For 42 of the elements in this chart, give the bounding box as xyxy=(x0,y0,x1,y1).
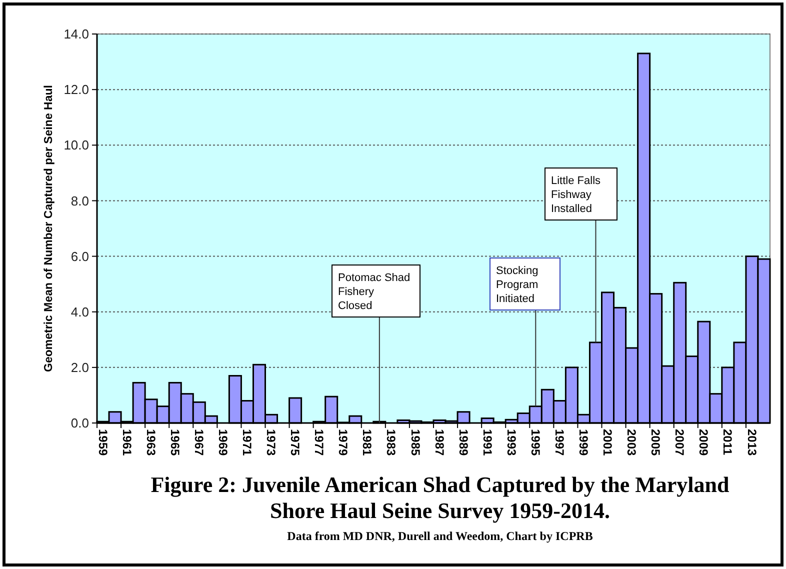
x-tick-label: 1967 xyxy=(192,429,206,456)
y-tick-label: 6.0 xyxy=(70,248,89,264)
x-tick-label: 2013 xyxy=(744,429,759,456)
x-tick-label: 1995 xyxy=(528,429,542,456)
text: Figure 2: Juvenile American Shad Captured by the Maryland Shore Haul Seine Survey 1959-2014. xyxy=(150,472,730,523)
x-tick-label: 1969 xyxy=(216,429,230,456)
x-tick-label: 1997 xyxy=(552,429,566,456)
y-tick-label: 0.0 xyxy=(70,416,89,431)
annotation: Potomac Shad Fishery Closed xyxy=(338,272,410,312)
x-tick-label: 1963 xyxy=(144,429,158,456)
x-tick-label: 1983 xyxy=(384,429,398,456)
annotation: Stocking Program Initiated xyxy=(496,265,538,305)
annotation: Little Falls Fishway Installed xyxy=(551,175,602,215)
x-tick-label: 1971 xyxy=(240,429,254,456)
x-tick-label: 1987 xyxy=(432,429,446,456)
x-tick-label: 2005 xyxy=(648,429,663,456)
x-tick-label: 1989 xyxy=(456,429,470,456)
y-tick-label: 14.0 xyxy=(64,26,89,42)
x-tick-label: 1959 xyxy=(96,429,110,456)
x-tick-label: 1977 xyxy=(312,429,326,456)
y-tick-label: 12.0 xyxy=(64,82,89,98)
x-tick-label: 1965 xyxy=(168,429,182,456)
x-tick-label: 1973 xyxy=(264,429,278,456)
y-tick-label: 10.0 xyxy=(64,138,89,153)
y-tick-label: 2.0 xyxy=(70,360,89,375)
x-tick-label: 1975 xyxy=(288,429,302,456)
x-tick-label: 2003 xyxy=(624,429,639,456)
y-axis-title: Geometric Mean of Number Captured per Seine Haul xyxy=(43,85,55,372)
x-tick-label: 2011 xyxy=(720,429,735,456)
x-tick-label: 1999 xyxy=(576,429,591,456)
x-tick-label: 1985 xyxy=(408,429,422,456)
x-tick-label: 1993 xyxy=(504,429,518,456)
x-tick-label: 1991 xyxy=(480,429,494,456)
x-tick-label: 2007 xyxy=(672,429,687,456)
x-tick-label: 1981 xyxy=(360,429,374,456)
x-tick-label: 1979 xyxy=(336,429,350,456)
x-tick-label: 2009 xyxy=(696,429,711,456)
y-tick-label: 8.0 xyxy=(70,193,89,208)
text: Data from MD DNR, Durell and Weedom, Chart by ICPRB xyxy=(287,529,593,543)
x-tick-label: 2001 xyxy=(600,429,615,456)
y-tick-label: 4.0 xyxy=(70,304,89,320)
x-tick-label: 1961 xyxy=(120,429,134,456)
